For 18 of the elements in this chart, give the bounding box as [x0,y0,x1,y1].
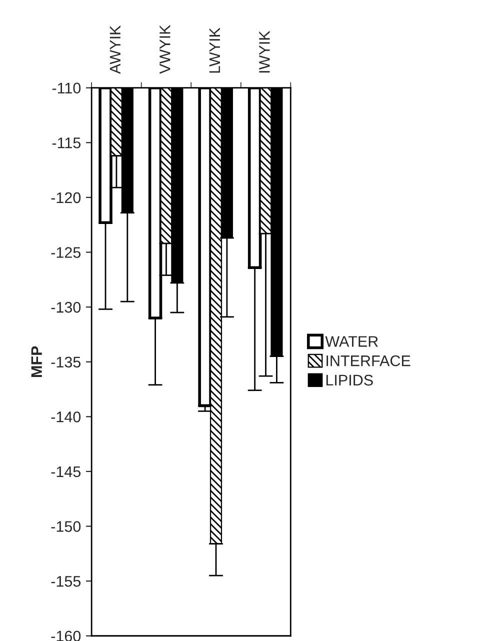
y-axis-title: MFP [31,346,42,377]
y-tick-label: -135 [51,356,81,368]
legend-label: WATER [325,336,378,347]
y-tick-label: -140 [51,412,81,422]
y-tick-label: -115 [52,138,81,148]
y-tick-label: -145 [51,466,81,478]
y-tick-label: -120 [51,192,81,204]
y-tick-label: -130 [51,302,81,313]
legend-label: LIPIDS [326,374,373,386]
y-tick-label: -155 [51,576,81,587]
x-tick-label: LWYIK [209,28,220,73]
y-tick-label: -150 [51,521,81,532]
y-tick-label: -125 [51,247,81,258]
y-tick-label: -110 [52,82,81,94]
x-tick-label: VWYIK [160,24,170,74]
legend-label: INTERFACE [326,355,410,366]
x-tick-label: AWYIK [110,25,120,74]
x-tick-label: IWYIK [259,30,270,73]
